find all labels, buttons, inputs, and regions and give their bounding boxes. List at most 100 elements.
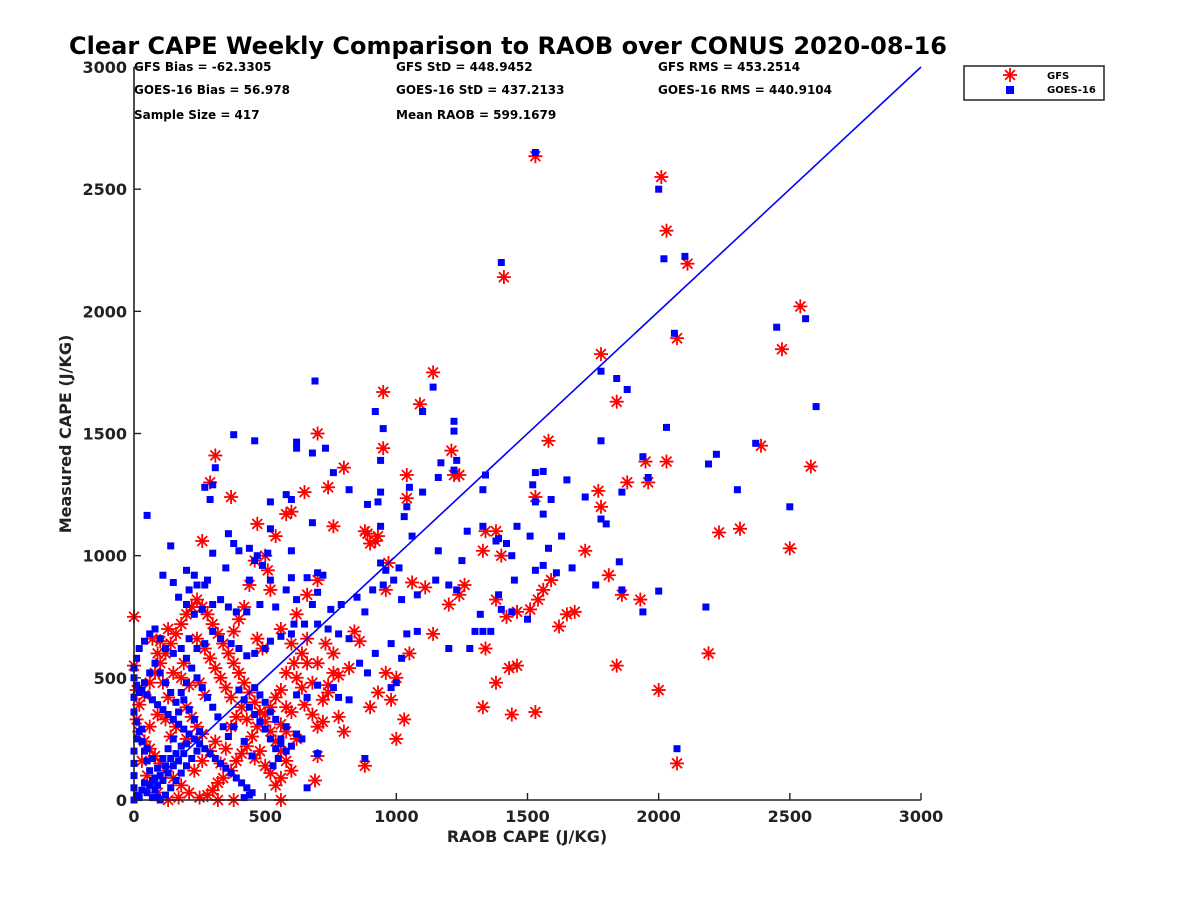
goes-16-point <box>259 561 266 569</box>
gfs-point <box>444 443 459 458</box>
goes-16-point <box>135 794 143 802</box>
gfs-point <box>263 582 278 597</box>
goes-16-point <box>185 586 193 594</box>
gfs-point <box>389 731 404 746</box>
gfs-point <box>531 592 545 607</box>
goes-16-point <box>618 488 626 496</box>
goes-16-point <box>206 750 214 758</box>
goes-16-point <box>392 679 400 687</box>
goes-16-point <box>266 637 274 645</box>
gfs-point <box>294 646 309 661</box>
goes-16-point <box>282 723 290 731</box>
goes-16-point <box>364 669 371 677</box>
gfs-point <box>397 712 412 727</box>
goes-16-point <box>495 591 503 599</box>
goes-16-point <box>190 715 198 723</box>
goes-16-point <box>377 559 385 567</box>
goes-16-point <box>193 674 201 682</box>
goes-16-point <box>681 252 689 260</box>
goes-16-point <box>172 698 180 706</box>
goes-16-point <box>164 745 172 753</box>
goes-16-point <box>602 520 610 528</box>
goes-16-point <box>159 755 167 762</box>
gfs-point <box>733 521 747 536</box>
goes-16-point <box>413 627 421 635</box>
goes-16-point <box>162 762 169 770</box>
gfs-point <box>378 665 393 680</box>
goes-16-point <box>169 715 177 723</box>
goes-16-point <box>141 779 148 787</box>
gfs-point <box>528 705 543 719</box>
gfs-point <box>578 543 593 558</box>
gfs-point <box>336 724 351 739</box>
goes-16-point <box>374 498 382 506</box>
goes-16-point <box>240 794 248 802</box>
goes-16-point <box>143 511 151 519</box>
goes-16-point <box>314 569 322 577</box>
goes-16-point <box>390 576 398 584</box>
goes-16-point <box>201 581 209 589</box>
gfs-point <box>426 626 441 641</box>
goes-16-point <box>167 542 175 550</box>
gfs-point <box>594 347 608 362</box>
stat-gfs-rms: GFS RMS = 453.2514 <box>658 60 800 74</box>
gfs-point <box>208 661 223 676</box>
goes-16-point <box>256 718 264 726</box>
y-tick-label: 2500 <box>82 180 127 199</box>
gfs-point <box>457 578 472 592</box>
stat-gfs-bias: GFS Bias = -62.3305 <box>134 60 271 74</box>
goes-16-point <box>531 149 539 156</box>
goes-16-point <box>419 408 427 415</box>
chart-title: Clear CAPE Weekly Comparison to RAOB ove… <box>69 32 947 60</box>
gfs-point <box>357 524 372 539</box>
gfs-point <box>268 690 283 705</box>
goes-16-point <box>177 689 185 696</box>
legend-goes-16-label: GOES-16 <box>1047 85 1096 96</box>
goes-16-point <box>159 706 167 714</box>
gfs-point <box>279 700 294 715</box>
gfs-point <box>237 675 252 690</box>
goes-16-point <box>177 645 185 652</box>
goes-16-point <box>162 679 169 687</box>
gfs-point <box>226 624 241 639</box>
goes-16-point <box>274 755 282 762</box>
x-tick-label: 2500 <box>768 807 813 826</box>
goes-16-point <box>356 659 364 667</box>
goes-16-point <box>214 713 222 721</box>
goes-16-point <box>143 757 151 765</box>
goes-16-point <box>201 640 209 648</box>
goes-16-point <box>369 586 377 594</box>
goes-16-point <box>159 571 167 579</box>
goes-16-point <box>655 185 663 193</box>
gfs-point <box>793 299 808 314</box>
goes-16-point <box>287 547 295 555</box>
gfs-point <box>609 394 624 409</box>
goes-16-point <box>405 483 413 491</box>
gfs-point <box>287 656 301 671</box>
goes-16-point <box>293 444 301 452</box>
goes-16-point <box>209 481 217 489</box>
gfs-point <box>601 568 616 583</box>
gfs-point <box>224 690 239 705</box>
goes-16-point <box>786 503 794 511</box>
goes-16-point <box>151 625 159 633</box>
gfs-point <box>205 617 220 632</box>
goes-16-point <box>196 728 204 736</box>
goes-16-point <box>133 681 141 689</box>
goes-16-point <box>238 779 246 787</box>
goes-16-point <box>597 437 605 445</box>
goes-16-point <box>293 596 301 604</box>
goes-16-point <box>531 498 539 506</box>
goes-16-point <box>219 723 227 731</box>
goes-16-point <box>379 425 387 433</box>
gfs-point <box>510 658 524 673</box>
gfs-point <box>478 641 493 656</box>
goes-16-point <box>335 630 343 638</box>
gfs-point <box>567 604 582 619</box>
goes-16-point <box>432 576 440 584</box>
goes-16-point <box>287 742 295 750</box>
goes-16-point <box>266 735 274 743</box>
gfs-point <box>221 646 236 661</box>
series-gfs <box>127 149 818 807</box>
gfs-point <box>187 763 202 778</box>
